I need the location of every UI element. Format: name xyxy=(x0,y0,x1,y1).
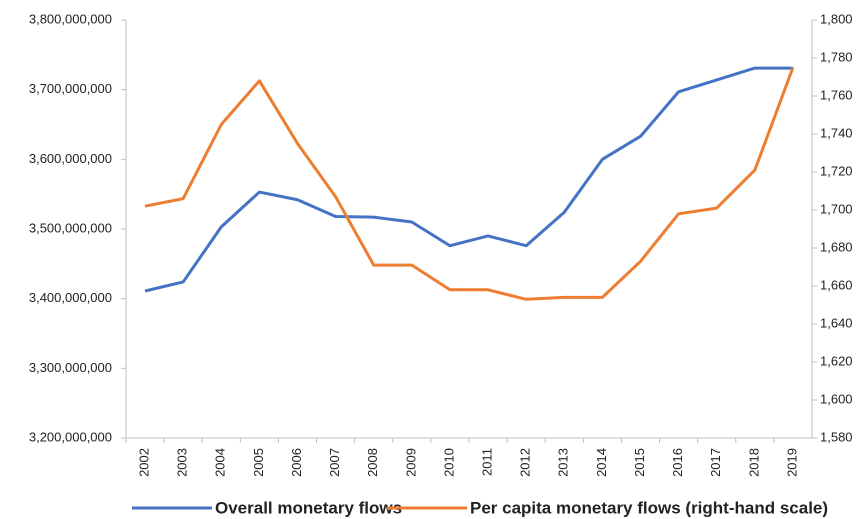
y2-tick-label: 1,700 xyxy=(820,201,853,216)
y2-tick-label: 1,600 xyxy=(820,391,853,406)
y-tick-label: 3,300,000,000 xyxy=(29,360,112,375)
y-tick-label: 3,500,000,000 xyxy=(29,220,112,235)
x-tick-label: 2007 xyxy=(327,448,342,477)
y2-tick-label: 1,580 xyxy=(820,429,853,444)
y-tick-label: 3,400,000,000 xyxy=(29,290,112,305)
x-tick-label: 2013 xyxy=(556,448,571,477)
y2-tick-label: 1,620 xyxy=(820,353,853,368)
y2-tick-label: 1,720 xyxy=(820,163,853,178)
x-tick-label: 2012 xyxy=(518,448,533,477)
x-tick-label: 2015 xyxy=(632,448,647,477)
x-tick-label: 2011 xyxy=(479,448,494,476)
x-tick-label: 2009 xyxy=(403,448,418,477)
x-tick-label: 2014 xyxy=(594,448,609,477)
x-tick-label: 2016 xyxy=(670,448,685,477)
y-tick-label: 3,800,000,000 xyxy=(29,11,112,26)
y-tick-label: 3,600,000,000 xyxy=(29,151,112,166)
x-tick-label: 2002 xyxy=(136,448,151,477)
y2-tick-label: 1,740 xyxy=(820,125,853,140)
x-tick-label: 2003 xyxy=(175,448,190,477)
x-tick-label: 2006 xyxy=(289,448,304,477)
x-tick-label: 2010 xyxy=(441,448,456,477)
y2-tick-label: 1,760 xyxy=(820,87,853,102)
y-tick-label: 3,200,000,000 xyxy=(29,429,112,444)
x-tick-label: 2004 xyxy=(213,448,228,477)
legend: Overall monetary flows Per capita monetar… xyxy=(132,498,828,517)
x-tick-label: 2019 xyxy=(784,448,799,477)
series-line xyxy=(144,66,795,301)
legend-label: Per capita monetary flows (right-hand sc… xyxy=(470,498,828,517)
x-tick-label: 2018 xyxy=(746,448,761,477)
y2-tick-label: 1,640 xyxy=(820,315,853,330)
y2-tick-label: 1,660 xyxy=(820,277,853,292)
y2-tick-label: 1,780 xyxy=(820,49,853,64)
y2-tick-label: 1,800 xyxy=(820,11,853,26)
y-tick-label: 3,700,000,000 xyxy=(29,81,112,96)
x-tick-label: 2008 xyxy=(365,448,380,477)
y2-tick-label: 1,680 xyxy=(820,239,853,254)
series-line xyxy=(144,66,793,293)
x-tick-label: 2005 xyxy=(251,448,266,477)
x-tick-label: 2017 xyxy=(708,448,723,477)
legend-label: Overall monetary flows xyxy=(215,498,402,517)
